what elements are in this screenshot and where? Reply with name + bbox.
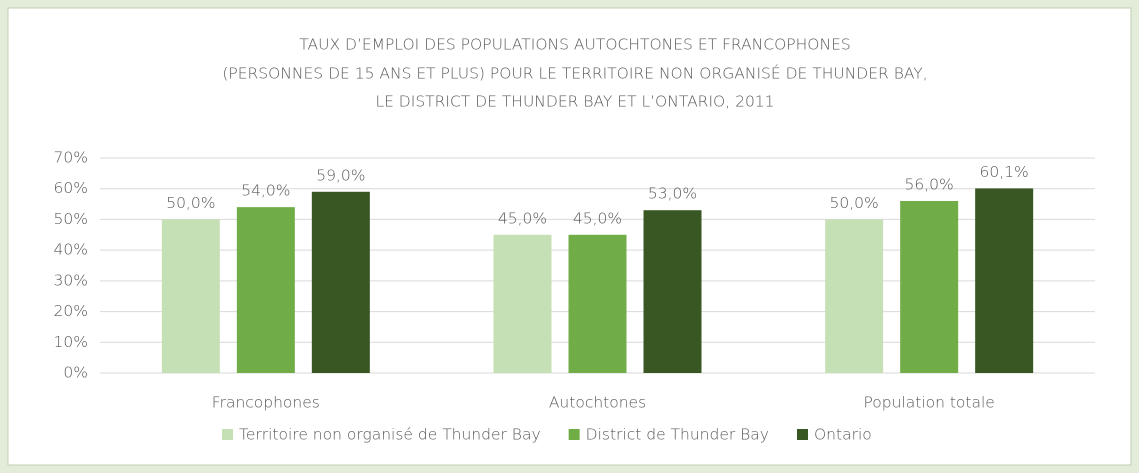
legend-swatch — [568, 429, 580, 440]
value-label: 53,0% — [648, 185, 697, 203]
value-label: 50,0% — [830, 194, 879, 212]
y-tick-label: 50% — [54, 210, 88, 228]
x-tick-label: Population totale — [863, 394, 994, 412]
legend-swatch — [796, 429, 808, 440]
chart-title: LE DISTRICT DE THUNDER BAY ET L’ONTARIO,… — [375, 93, 774, 111]
value-label: 54,0% — [241, 182, 290, 200]
y-tick-label: 60% — [54, 179, 88, 197]
legend-label: Ontario — [814, 426, 872, 444]
bar — [643, 210, 702, 373]
y-tick-label: 20% — [54, 302, 88, 320]
value-label: 45,0% — [573, 209, 622, 227]
value-label: 45,0% — [498, 209, 547, 227]
y-tick-label: 30% — [54, 271, 88, 289]
bar — [236, 207, 295, 373]
bar — [825, 219, 884, 373]
bar — [568, 234, 627, 373]
x-tick-label: Francophones — [212, 394, 320, 412]
bar — [493, 234, 552, 373]
y-tick-label: 70% — [54, 149, 88, 167]
y-tick-label: 40% — [54, 241, 88, 259]
value-label: 50,0% — [166, 194, 215, 212]
x-tick-label: Autochtones — [549, 394, 646, 412]
legend-label: District de Thunder Bay — [586, 426, 769, 444]
value-label: 56,0% — [905, 176, 954, 194]
bar — [900, 201, 959, 373]
legend-swatch — [222, 429, 233, 440]
bar — [161, 219, 220, 373]
value-label: 60,1% — [980, 163, 1029, 181]
bar — [975, 188, 1034, 373]
y-tick-label: 0% — [63, 364, 88, 382]
chart-title: TAUX D’EMPLOI DES POPULATIONS AUTOCHTONE… — [299, 36, 850, 54]
chart-title: (PERSONNES DE 15 ANS ET PLUS) POUR LE TE… — [222, 64, 927, 83]
value-label: 59,0% — [316, 166, 365, 184]
y-tick-label: 10% — [54, 333, 88, 351]
bar — [311, 191, 370, 373]
legend-label: Territoire non organisé de Thunder Bay — [239, 426, 541, 444]
